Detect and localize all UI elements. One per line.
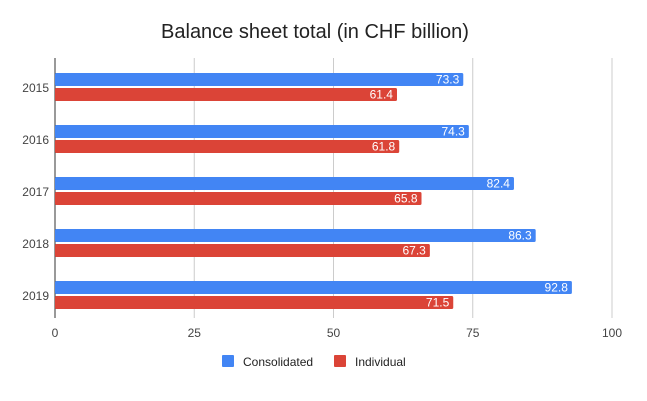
y-tick-label: 2017 xyxy=(22,185,49,199)
x-tick-label: 50 xyxy=(327,326,341,340)
bar-individual-2019 xyxy=(55,296,454,309)
bar-consolidated-2015 xyxy=(55,73,464,86)
legend-label-consolidated: Consolidated xyxy=(243,355,313,369)
data-label: 61.4 xyxy=(370,88,394,102)
chart-title: Balance sheet total (in CHF billion) xyxy=(161,21,469,43)
bar-consolidated-2016 xyxy=(55,125,469,138)
x-tick-label: 100 xyxy=(602,326,622,340)
bar-individual-2016 xyxy=(55,140,400,153)
bar-consolidated-2017 xyxy=(55,177,514,190)
data-label: 73.3 xyxy=(436,73,460,87)
x-tick-label: 0 xyxy=(52,326,59,340)
legend-swatch-consolidated xyxy=(222,355,234,367)
bar-individual-2017 xyxy=(55,192,422,205)
legend: Consolidated Individual xyxy=(222,355,406,369)
y-tick-label: 2015 xyxy=(22,81,49,95)
data-label: 65.8 xyxy=(394,192,418,206)
data-label: 71.5 xyxy=(426,296,450,310)
data-label: 74.3 xyxy=(441,125,465,139)
bar-individual-2015 xyxy=(55,88,397,101)
data-label: 82.4 xyxy=(487,177,511,191)
legend-swatch-individual xyxy=(334,355,346,367)
x-tick-label: 25 xyxy=(188,326,202,340)
data-label: 67.3 xyxy=(403,244,427,258)
data-label: 86.3 xyxy=(508,229,532,243)
y-tick-label: 2018 xyxy=(22,237,49,251)
data-label: 61.8 xyxy=(372,140,396,154)
bar-consolidated-2019 xyxy=(55,281,572,294)
x-axis-tick-labels: 0 25 50 75 100 xyxy=(52,326,623,340)
data-label: 92.8 xyxy=(545,281,569,295)
legend-label-individual: Individual xyxy=(355,355,406,369)
bar-individual-2018 xyxy=(55,244,430,257)
x-tick-label: 75 xyxy=(466,326,480,340)
y-tick-label: 2019 xyxy=(22,289,49,303)
y-axis-tick-labels: 2015 2016 2017 2018 2019 xyxy=(22,81,49,303)
bar-consolidated-2018 xyxy=(55,229,536,242)
bars: 73.3 61.4 74.3 61.8 82.4 65.8 86.3 67.3 92.8 71.5 xyxy=(55,73,572,310)
y-tick-label: 2016 xyxy=(22,133,49,147)
